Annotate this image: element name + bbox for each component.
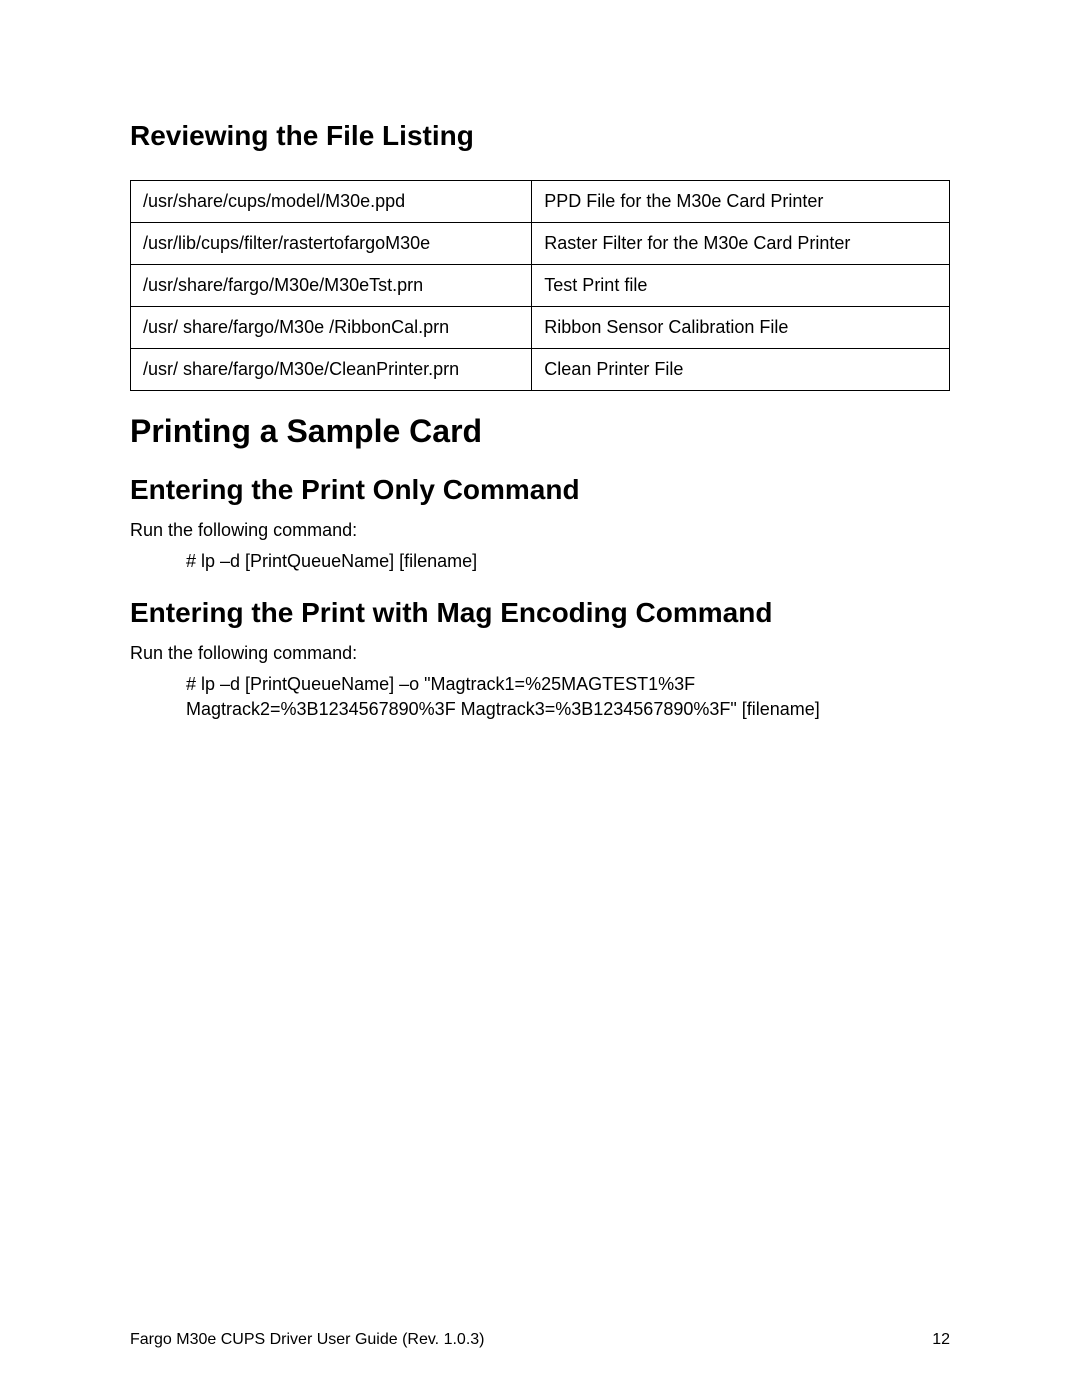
footer-title: Fargo M30e CUPS Driver User Guide (Rev. … xyxy=(130,1331,484,1349)
command-text: # lp –d [PrintQueueName] –o "Magtrack1=%… xyxy=(186,672,950,721)
file-path-cell: /usr/share/cups/model/M30e.ppd xyxy=(131,181,532,223)
intro-text: Run the following command: xyxy=(130,643,950,664)
table-row: /usr/share/cups/model/M30e.ppd PPD File … xyxy=(131,181,950,223)
heading-printing-sample-card: Printing a Sample Card xyxy=(130,413,950,450)
table-row: /usr/lib/cups/filter/rastertofargoM30e R… xyxy=(131,223,950,265)
file-listing-table: /usr/share/cups/model/M30e.ppd PPD File … xyxy=(130,180,950,391)
command-text: # lp –d [PrintQueueName] [filename] xyxy=(186,549,950,573)
file-desc-cell: Clean Printer File xyxy=(532,349,950,391)
file-desc-cell: PPD File for the M30e Card Printer xyxy=(532,181,950,223)
file-desc-cell: Ribbon Sensor Calibration File xyxy=(532,307,950,349)
heading-print-only-command: Entering the Print Only Command xyxy=(130,474,950,506)
file-path-cell: /usr/lib/cups/filter/rastertofargoM30e xyxy=(131,223,532,265)
file-path-cell: /usr/ share/fargo/M30e/CleanPrinter.prn xyxy=(131,349,532,391)
page-number: 12 xyxy=(932,1331,950,1349)
command-line-1: # lp –d [PrintQueueName] –o "Magtrack1=%… xyxy=(186,674,695,694)
heading-print-mag-encoding: Entering the Print with Mag Encoding Com… xyxy=(130,597,950,629)
file-desc-cell: Raster Filter for the M30e Card Printer xyxy=(532,223,950,265)
intro-text: Run the following command: xyxy=(130,520,950,541)
table-row: /usr/ share/fargo/M30e /RibbonCal.prn Ri… xyxy=(131,307,950,349)
heading-reviewing-file-listing: Reviewing the File Listing xyxy=(130,120,950,152)
file-path-cell: /usr/share/fargo/M30e/M30eTst.prn xyxy=(131,265,532,307)
table-row: /usr/share/fargo/M30e/M30eTst.prn Test P… xyxy=(131,265,950,307)
table-row: /usr/ share/fargo/M30e/CleanPrinter.prn … xyxy=(131,349,950,391)
file-path-cell: /usr/ share/fargo/M30e /RibbonCal.prn xyxy=(131,307,532,349)
file-desc-cell: Test Print file xyxy=(532,265,950,307)
command-line-2: Magtrack2=%3B1234567890%3F Magtrack3=%3B… xyxy=(186,699,820,719)
